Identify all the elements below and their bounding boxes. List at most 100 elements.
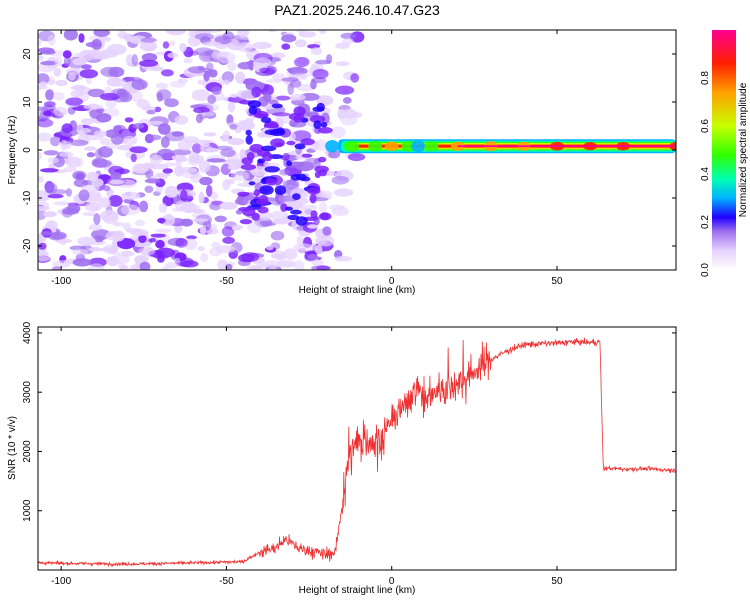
colorbar-tick-label: 0.2 xyxy=(700,215,711,229)
noise-blob xyxy=(138,247,155,256)
noise-blob xyxy=(122,135,138,146)
noise-blob xyxy=(198,191,205,204)
noise-blob xyxy=(83,104,103,110)
noise-blob xyxy=(192,143,202,154)
transition-blob xyxy=(269,128,286,137)
noise-blob xyxy=(341,108,358,119)
noise-blob xyxy=(335,42,350,49)
noise-blob xyxy=(38,73,50,85)
noise-blob xyxy=(288,67,308,76)
transition-blob xyxy=(262,151,273,162)
noise-blob xyxy=(179,42,187,52)
transition-blob xyxy=(245,135,253,145)
noise-blob xyxy=(282,179,297,190)
noise-blob xyxy=(164,98,179,108)
noise-blob xyxy=(293,243,313,252)
figure-title: PAZ1.2025.246.10.47.G23 xyxy=(274,2,440,18)
noise-blob xyxy=(162,41,170,49)
noise-blob xyxy=(93,130,107,138)
transition-blob xyxy=(295,173,307,181)
noise-blob xyxy=(199,176,213,186)
noise-blob xyxy=(154,106,162,113)
noise-blob xyxy=(79,69,99,79)
noise-blob xyxy=(191,89,210,101)
noise-blob xyxy=(132,123,145,129)
noise-blob xyxy=(194,47,214,56)
noise-blob xyxy=(307,224,319,229)
noise-blob xyxy=(48,75,55,86)
transition-blob xyxy=(292,193,301,201)
noise-blob xyxy=(165,131,185,142)
transition-blob xyxy=(286,140,296,146)
noise-blob xyxy=(222,236,235,244)
noise-blob xyxy=(319,202,327,214)
transition-blob xyxy=(238,207,251,212)
transition-blob xyxy=(295,216,308,226)
noise-blob xyxy=(165,30,186,36)
noise-blob xyxy=(63,30,78,41)
noise-blob xyxy=(58,151,74,158)
noise-blob xyxy=(149,120,164,125)
noise-blob xyxy=(220,148,236,157)
transition-blob xyxy=(318,169,327,177)
noise-blob xyxy=(268,99,279,105)
transition-blob xyxy=(316,102,325,112)
noise-blob xyxy=(80,118,94,126)
noise-blob xyxy=(200,111,216,116)
noise-blob xyxy=(271,112,291,117)
noise-blob xyxy=(310,47,323,56)
noise-blob xyxy=(88,263,105,270)
transition-blob xyxy=(307,187,321,195)
noise-blob xyxy=(150,233,166,238)
noise-blob xyxy=(347,153,366,162)
noise-blob xyxy=(106,256,120,267)
noise-blob xyxy=(236,194,249,206)
x-tick-label: -100 xyxy=(51,276,71,287)
noise-blob xyxy=(88,247,102,252)
noise-blob xyxy=(140,41,158,52)
noise-blob xyxy=(258,221,277,227)
noise-blob xyxy=(65,97,83,106)
noise-blob xyxy=(217,259,228,270)
noise-blob xyxy=(271,218,291,225)
transition-blob xyxy=(285,206,293,211)
noise-blob xyxy=(247,194,255,201)
transition-blob xyxy=(317,156,327,163)
transition-blob xyxy=(274,142,284,147)
noise-blob xyxy=(183,58,193,64)
noise-blob xyxy=(180,260,199,268)
noise-blob xyxy=(97,146,113,158)
noise-blob xyxy=(106,43,127,55)
noise-blob xyxy=(161,214,175,226)
noise-blob xyxy=(38,55,44,61)
noise-blob xyxy=(290,79,302,88)
noise-blob xyxy=(276,260,296,268)
noise-blob xyxy=(43,150,59,156)
noise-blob xyxy=(40,231,54,236)
noise-blob xyxy=(108,195,123,207)
noise-blob xyxy=(54,56,63,67)
noise-blob xyxy=(180,168,200,179)
noise-blob xyxy=(334,188,354,197)
transition-blob xyxy=(271,103,283,109)
transition-blob xyxy=(249,143,264,153)
noise-blob xyxy=(140,37,157,43)
transition-blob xyxy=(309,193,317,204)
y-tick-label: 10 xyxy=(22,96,33,108)
noise-blob xyxy=(299,204,318,210)
noise-blob xyxy=(227,61,237,72)
noise-blob xyxy=(158,202,168,214)
noise-blob xyxy=(69,85,88,90)
noise-blob xyxy=(124,117,134,123)
noise-blob xyxy=(141,53,158,62)
noise-blob xyxy=(299,207,312,218)
noise-blob xyxy=(214,215,227,223)
noise-blob xyxy=(316,235,335,247)
noise-blob xyxy=(155,228,172,233)
noise-blob xyxy=(240,252,260,262)
noise-blob xyxy=(295,161,315,172)
noise-blob xyxy=(155,247,176,258)
noise-blob xyxy=(45,182,58,195)
transition-blob xyxy=(247,100,262,109)
transition-blob xyxy=(320,121,328,128)
